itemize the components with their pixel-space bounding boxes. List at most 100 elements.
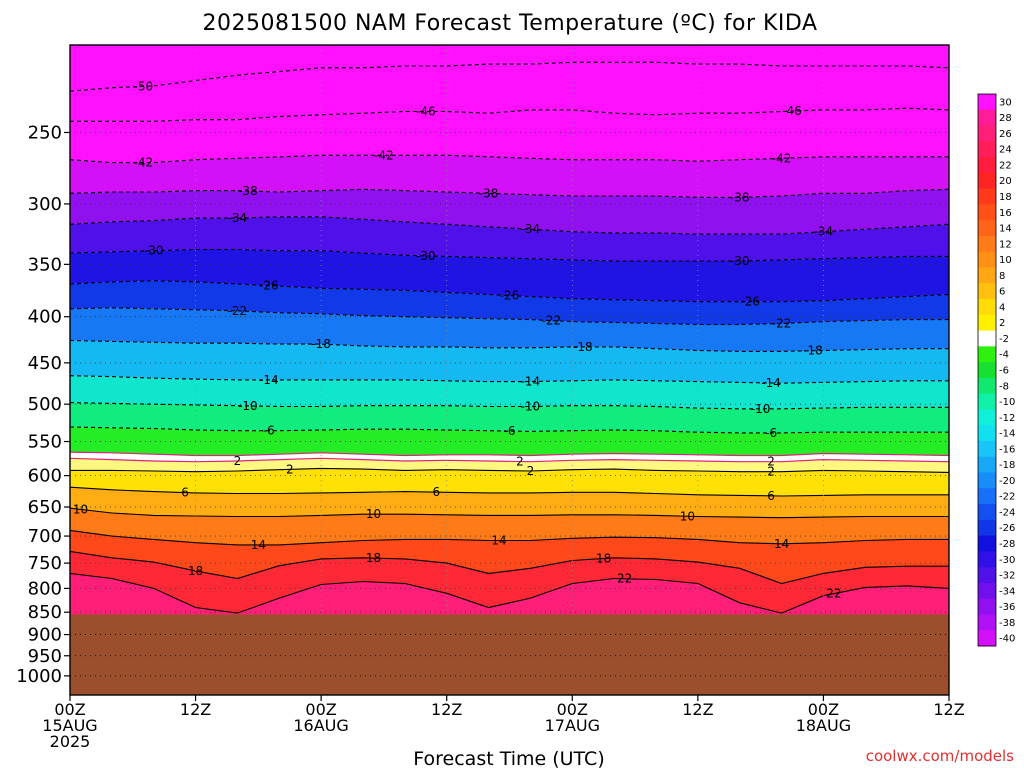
- contour-label: -10: [751, 402, 771, 416]
- temperature-band: [70, 62, 949, 122]
- colorbar-tick-label: -22: [999, 492, 1015, 503]
- temperature-band: [70, 307, 949, 352]
- temperature-band: [70, 452, 949, 462]
- contour-label: 2: [234, 454, 242, 468]
- colorbar-tick-label: 4: [999, 302, 1005, 313]
- x-tick-label: 18AUG: [796, 716, 851, 735]
- contour-label: 14: [251, 538, 266, 552]
- plot-frame: [69, 44, 950, 696]
- contour-label: -38: [730, 190, 750, 204]
- temperature-band: [70, 249, 949, 302]
- isotherm-line: [70, 572, 949, 614]
- contour-label: -38: [479, 186, 499, 200]
- colorbar-swatch: [978, 362, 996, 379]
- y-tick-label: 300: [28, 194, 62, 215]
- y-tick-label: 250: [28, 123, 62, 144]
- y-tick-label: 500: [28, 394, 62, 415]
- contour-label: 2: [767, 465, 775, 479]
- y-tick-label: 850: [28, 602, 62, 623]
- contour-label: 2: [286, 462, 294, 476]
- x-tick-label: 00Z: [54, 700, 85, 719]
- x-tick-label: 12Z: [431, 700, 462, 719]
- x-tick-label: 2025: [50, 732, 91, 751]
- contour-label: 10: [680, 509, 695, 523]
- y-tick-label: 900: [28, 625, 62, 646]
- x-tick-label: 12Z: [682, 700, 713, 719]
- colorbar-swatch: [978, 488, 996, 505]
- contour-label: -6: [765, 426, 777, 440]
- x-tick-label: 12Z: [180, 700, 211, 719]
- colorbar-tick-label: -6: [999, 366, 1009, 377]
- colorbar-tick-label: 26: [999, 129, 1012, 140]
- y-tick-label: 950: [28, 646, 62, 667]
- contour-label: -26: [740, 295, 760, 309]
- colorbar-swatch: [978, 598, 996, 615]
- contour-label: -42: [133, 156, 153, 170]
- contour-label: -22: [772, 317, 792, 331]
- colorbar-swatch: [978, 346, 996, 363]
- colorbar-swatch: [978, 204, 996, 221]
- colorbar-tick-label: -2: [999, 334, 1009, 345]
- colorbar-frame: [977, 93, 997, 647]
- contour-label: -30: [144, 244, 164, 258]
- y-tick-label: 550: [28, 432, 62, 453]
- temperature-band: [70, 375, 949, 409]
- isotherm-line: [70, 451, 949, 457]
- contour-label: -10: [521, 400, 541, 414]
- colorbar-tick-label: 28: [999, 113, 1012, 124]
- contour-label: -42: [374, 148, 394, 162]
- contour-label: -26: [259, 279, 279, 293]
- y-tick-label: 650: [28, 497, 62, 518]
- temperature-band: [70, 155, 949, 198]
- colorbar-tick-label: -28: [999, 539, 1015, 550]
- contour-label: 6: [181, 486, 189, 500]
- colorbar-swatch: [978, 314, 996, 332]
- temperature-band: [70, 189, 949, 235]
- temperature-band: [70, 45, 949, 92]
- contour-label: -30: [730, 254, 750, 268]
- contour-label: 14: [774, 537, 789, 551]
- colorbar-tick-label: -30: [999, 555, 1015, 566]
- colorbar-swatch: [978, 425, 996, 442]
- contour-label: 2: [767, 455, 775, 469]
- contour-label: 6: [432, 485, 440, 499]
- x-tick-label: 00Z: [305, 700, 336, 719]
- contour-label: -38: [238, 184, 258, 198]
- contour-label: -42: [772, 151, 792, 165]
- isotherm-line: [70, 529, 949, 546]
- temperature-band: [70, 216, 949, 261]
- contour-label: 2: [527, 464, 535, 478]
- contour-label: -18: [573, 340, 593, 354]
- temperature-band: [70, 108, 949, 163]
- colorbar-tick-label: 2: [999, 318, 1005, 329]
- y-tick-label: 350: [28, 254, 62, 275]
- contour-label: 22: [617, 572, 632, 586]
- colorbar-swatch: [978, 235, 996, 253]
- colorbar-swatch: [978, 440, 996, 458]
- colorbar-tick-label: -10: [999, 397, 1015, 408]
- colorbar-swatch: [978, 582, 996, 600]
- contour-label: -6: [263, 424, 275, 438]
- contour-label: 10: [366, 507, 381, 521]
- temperature-band: [70, 402, 949, 433]
- colorbar-swatch: [978, 551, 996, 568]
- colorbar-swatch: [978, 220, 996, 237]
- contour-label: -34: [814, 225, 834, 239]
- contour-label: -46: [416, 105, 436, 119]
- colorbar-tick-label: -16: [999, 444, 1015, 455]
- colorbar-tick-label: 14: [999, 224, 1012, 235]
- isotherm-line: [70, 550, 949, 585]
- colorbar-swatch: [978, 567, 996, 584]
- temperature-band: [70, 468, 949, 496]
- colorbar-swatch: [978, 188, 996, 205]
- colorbar-tick-label: -18: [999, 460, 1015, 471]
- contour-label: 18: [596, 552, 611, 566]
- colorbar-tick-label: 6: [999, 287, 1005, 298]
- isotherm-line: [70, 467, 949, 473]
- colorbar-tick-label: -26: [999, 523, 1015, 534]
- colorbar-tick-label: -40: [999, 634, 1015, 645]
- colorbar-tick-label: -14: [999, 429, 1015, 440]
- contour-label: -18: [311, 337, 331, 351]
- isotherm-line: [70, 507, 949, 519]
